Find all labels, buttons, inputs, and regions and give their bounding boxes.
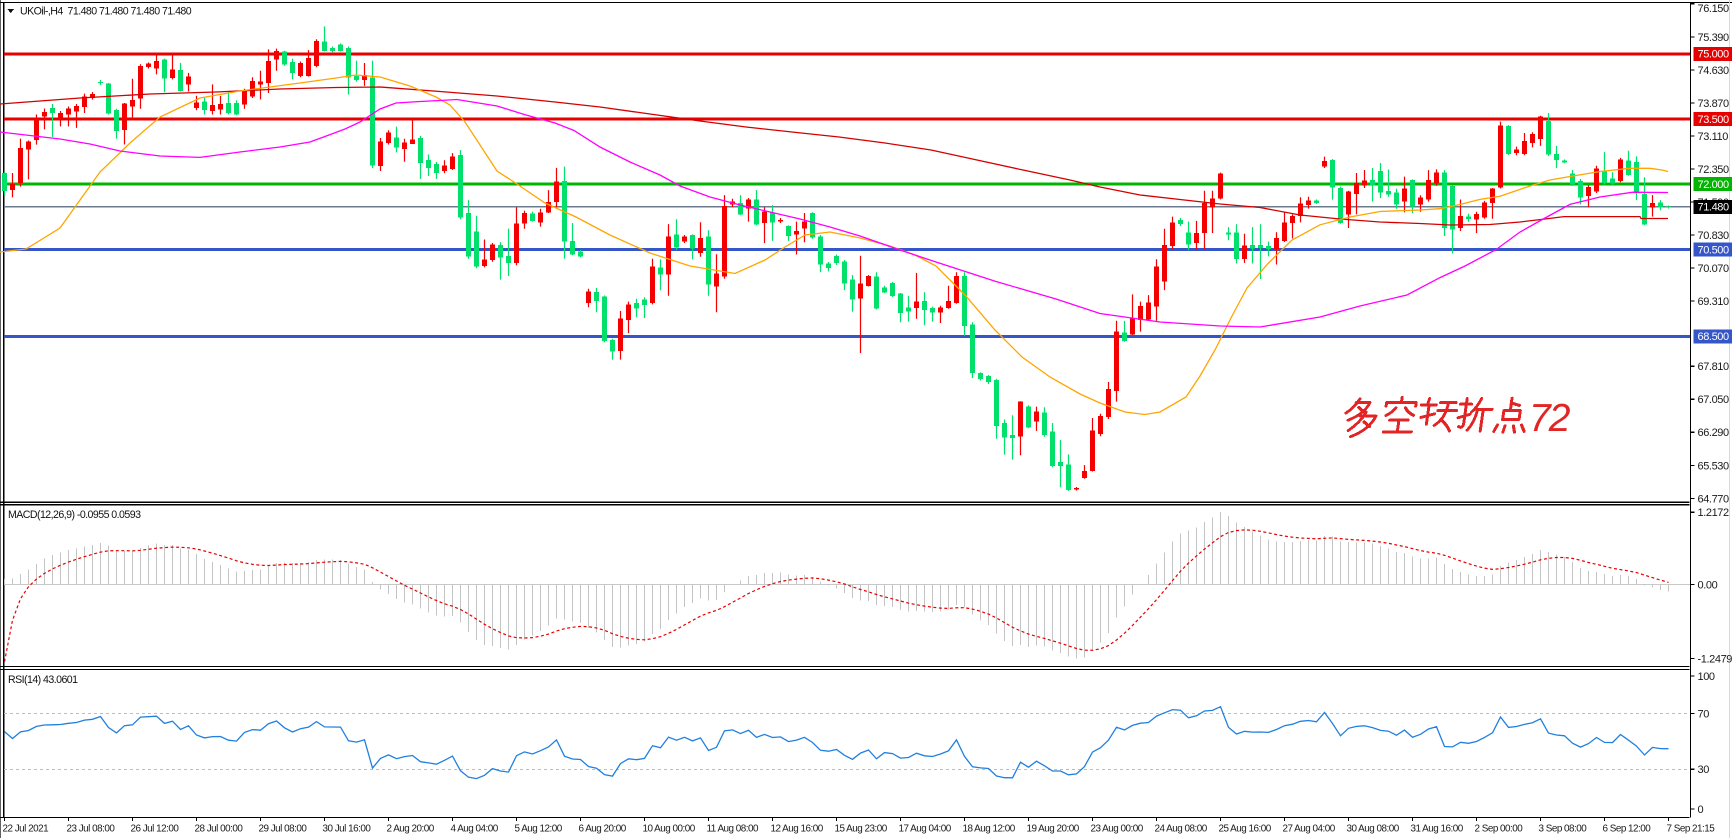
svg-text:23 Aug 00:00: 23 Aug 00:00 [1091, 824, 1144, 835]
svg-text:7 Sep 21:15: 7 Sep 21:15 [1667, 824, 1716, 835]
svg-text:MACD(12,26,9) -0.0955 0.0593: MACD(12,26,9) -0.0955 0.0593 [8, 509, 141, 521]
svg-text:UKOil-,H4 71.480 71.480 71.48: UKOil-,H4 71.480 71.480 71.480 71.480 [20, 6, 192, 18]
svg-text:73.500: 73.500 [1698, 114, 1730, 126]
svg-text:25 Aug 16:00: 25 Aug 16:00 [1219, 824, 1272, 835]
svg-text:68.500: 68.500 [1698, 331, 1730, 343]
svg-text:10 Aug 00:00: 10 Aug 00:00 [643, 824, 696, 835]
svg-text:29 Jul 08:00: 29 Jul 08:00 [259, 824, 308, 835]
svg-text:11 Aug 08:00: 11 Aug 08:00 [707, 824, 759, 835]
svg-text:75.000: 75.000 [1698, 49, 1730, 61]
svg-text:RSI(14) 43.0601: RSI(14) 43.0601 [8, 674, 78, 686]
svg-text:73.110: 73.110 [1698, 131, 1729, 143]
svg-text:6 Sep 12:00: 6 Sep 12:00 [1603, 824, 1652, 835]
svg-text:26 Jul 12:00: 26 Jul 12:00 [131, 824, 180, 835]
svg-text:74.630: 74.630 [1698, 65, 1730, 77]
svg-text:6 Aug 20:00: 6 Aug 20:00 [579, 824, 627, 835]
svg-text:72.350: 72.350 [1698, 164, 1730, 176]
svg-text:4 Aug 04:00: 4 Aug 04:00 [451, 824, 499, 835]
svg-text:70.500: 70.500 [1698, 244, 1730, 256]
svg-text:71.480: 71.480 [1698, 202, 1730, 214]
svg-text:72.000: 72.000 [1698, 179, 1730, 191]
svg-text:0: 0 [1698, 804, 1704, 816]
svg-text:15 Aug 23:00: 15 Aug 23:00 [835, 824, 888, 835]
svg-text:73.870: 73.870 [1698, 98, 1730, 110]
svg-text:70: 70 [1698, 709, 1710, 721]
svg-text:0.00: 0.00 [1698, 579, 1718, 591]
svg-text:2 Sep 00:00: 2 Sep 00:00 [1475, 824, 1524, 835]
svg-text:66.290: 66.290 [1698, 427, 1730, 439]
svg-text:70.070: 70.070 [1698, 263, 1730, 275]
svg-text:72: 72 [1529, 397, 1571, 440]
svg-text:23 Jul 08:00: 23 Jul 08:00 [67, 824, 116, 835]
svg-text:67.050: 67.050 [1698, 394, 1730, 406]
svg-text:12 Aug 16:00: 12 Aug 16:00 [771, 824, 824, 835]
svg-text:19 Aug 20:00: 19 Aug 20:00 [1027, 824, 1080, 835]
svg-text:28 Jul 00:00: 28 Jul 00:00 [195, 824, 244, 835]
svg-text:30: 30 [1698, 764, 1710, 776]
svg-text:18 Aug 12:00: 18 Aug 12:00 [963, 824, 1016, 835]
svg-text:22 Jul 2021: 22 Jul 2021 [3, 824, 50, 835]
svg-text:24 Aug 08:00: 24 Aug 08:00 [1155, 824, 1208, 835]
svg-text:75.390: 75.390 [1698, 32, 1730, 44]
svg-text:30 Aug 08:00: 30 Aug 08:00 [1347, 824, 1400, 835]
svg-text:31 Aug 16:00: 31 Aug 16:00 [1411, 824, 1464, 835]
svg-text:2 Aug 20:00: 2 Aug 20:00 [387, 824, 435, 835]
svg-text:64.770: 64.770 [1698, 493, 1730, 505]
svg-text:17 Aug 04:00: 17 Aug 04:00 [899, 824, 952, 835]
svg-text:76.150: 76.150 [1698, 3, 1730, 15]
svg-text:27 Aug 04:00: 27 Aug 04:00 [1283, 824, 1336, 835]
svg-text:100: 100 [1698, 671, 1715, 683]
svg-text:5 Aug 12:00: 5 Aug 12:00 [515, 824, 563, 835]
svg-text:3 Sep 08:00: 3 Sep 08:00 [1539, 824, 1588, 835]
svg-text:1.2172: 1.2172 [1698, 507, 1730, 519]
svg-text:69.310: 69.310 [1698, 296, 1730, 308]
svg-text:70.830: 70.830 [1698, 230, 1730, 242]
svg-text:-1.2479: -1.2479 [1698, 654, 1732, 666]
svg-text:30 Jul 16:00: 30 Jul 16:00 [323, 824, 372, 835]
svg-text:67.810: 67.810 [1698, 361, 1730, 373]
svg-text:65.530: 65.530 [1698, 460, 1730, 472]
